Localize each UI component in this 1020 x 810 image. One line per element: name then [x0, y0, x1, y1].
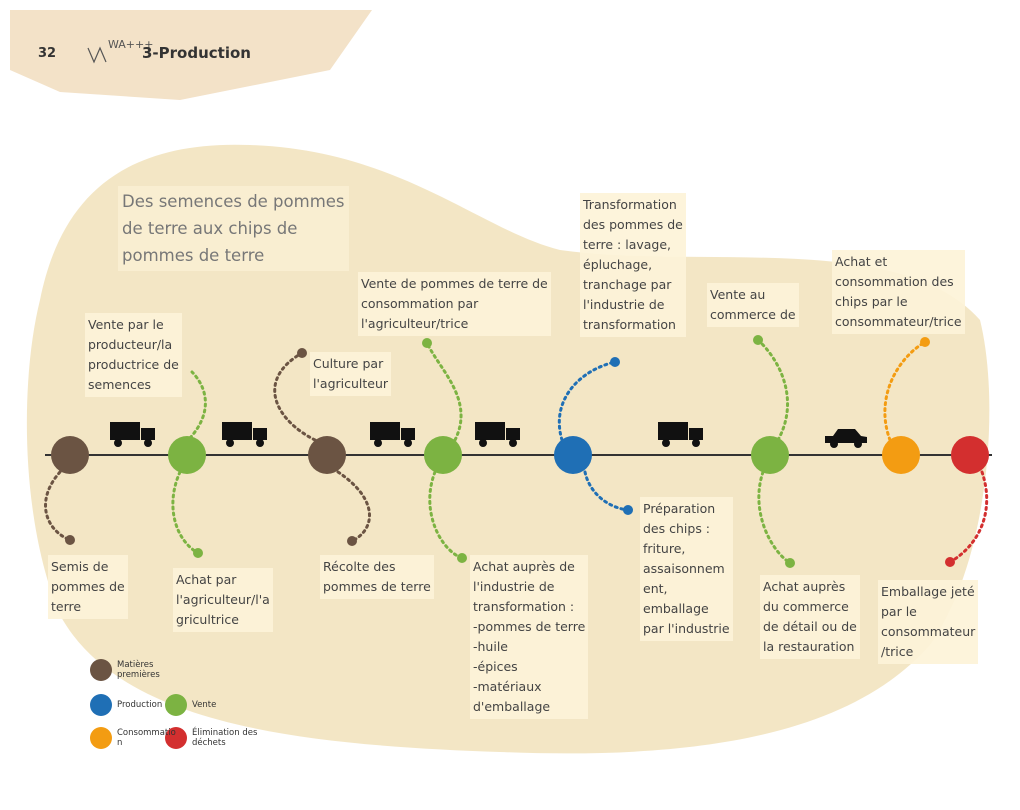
label-line: Vente au — [710, 285, 796, 305]
label-line: -huile — [473, 637, 585, 657]
label-line: ent, — [643, 579, 730, 599]
label-line: Vente par le — [88, 315, 179, 335]
label-line: terre : lavage, — [583, 235, 683, 255]
label-line: Culture par — [313, 354, 388, 374]
label-line: Semis de — [51, 557, 125, 577]
label-line: tranchage par — [583, 275, 683, 295]
label-line: producteur/la — [88, 335, 179, 355]
label-line: emballage — [643, 599, 730, 619]
label-line: transformation : — [473, 597, 585, 617]
label-line: des chips : — [643, 519, 730, 539]
legend-line: Production — [117, 700, 162, 710]
label-line: l'agriculteur — [313, 374, 388, 394]
label-line: de détail ou de — [763, 617, 857, 637]
label-line: -matériaux — [473, 677, 585, 697]
label-line: chips par le — [835, 292, 962, 312]
page: 32 WA+++ 3-Production Des semences de po… — [0, 0, 1020, 810]
label-line: des pommes de — [583, 215, 683, 235]
label-line: Vente de pommes de terre de — [361, 274, 548, 294]
legend-entry: Production — [117, 700, 162, 710]
label-line: l'industrie de — [583, 295, 683, 315]
label-line: consommation des — [835, 272, 962, 292]
title-line: Des semences de pommes — [122, 188, 345, 215]
label-line: l'agriculteur/l'a — [176, 590, 270, 610]
label-line: épluchage, — [583, 255, 683, 275]
legend-line: déchets — [192, 738, 257, 748]
label-line: productrice de — [88, 355, 179, 375]
label-line: -pommes de terre — [473, 617, 585, 637]
legend-entry: Vente — [192, 700, 216, 710]
page-number: 32 — [38, 46, 56, 61]
label-line: -épices — [473, 657, 585, 677]
legend-line: Vente — [192, 700, 216, 710]
legend-line: premières — [117, 670, 160, 680]
label-line: pommes de terre — [323, 577, 431, 597]
label-line: pommes de — [51, 577, 125, 597]
label-line: la restauration — [763, 637, 857, 657]
label-line: semences — [88, 375, 179, 395]
label-line: Achat par — [176, 570, 270, 590]
label-line: consommateur — [881, 622, 975, 642]
label-line: Achat auprès — [763, 577, 857, 597]
label-line: transformation — [583, 315, 683, 335]
label-line: d'emballage — [473, 697, 585, 717]
legend-line: Matières — [117, 660, 160, 670]
label-line: Préparation — [643, 499, 730, 519]
legend-line: Élimination des — [192, 728, 257, 738]
label-line: Achat auprès de — [473, 557, 585, 577]
label-line: consommateur/trice — [835, 312, 962, 332]
label-line: l'agriculteur/trice — [361, 314, 548, 334]
label-line: par l'industrie — [643, 619, 730, 639]
title-line: pommes de terre — [122, 242, 345, 269]
label-line: par le — [881, 602, 975, 622]
title-line: de terre aux chips de — [122, 215, 345, 242]
label-line: l'industrie de — [473, 577, 585, 597]
label-line: /trice — [881, 642, 975, 662]
label-line: assaisonnem — [643, 559, 730, 579]
legend-line: n — [117, 738, 176, 748]
label-line: commerce de — [710, 305, 796, 325]
legend-line: Consommatio — [117, 728, 176, 738]
label-line: du commerce — [763, 597, 857, 617]
label-line: Récolte des — [323, 557, 431, 577]
label-line: friture, — [643, 539, 730, 559]
label-line: Emballage jeté — [881, 582, 975, 602]
label-line: terre — [51, 597, 125, 617]
label-line: Achat et — [835, 252, 962, 272]
section-title: 3-Production — [142, 44, 251, 62]
label-line: Transformation — [583, 195, 683, 215]
label-line: gricultrice — [176, 610, 270, 630]
label-line: consommation par — [361, 294, 548, 314]
